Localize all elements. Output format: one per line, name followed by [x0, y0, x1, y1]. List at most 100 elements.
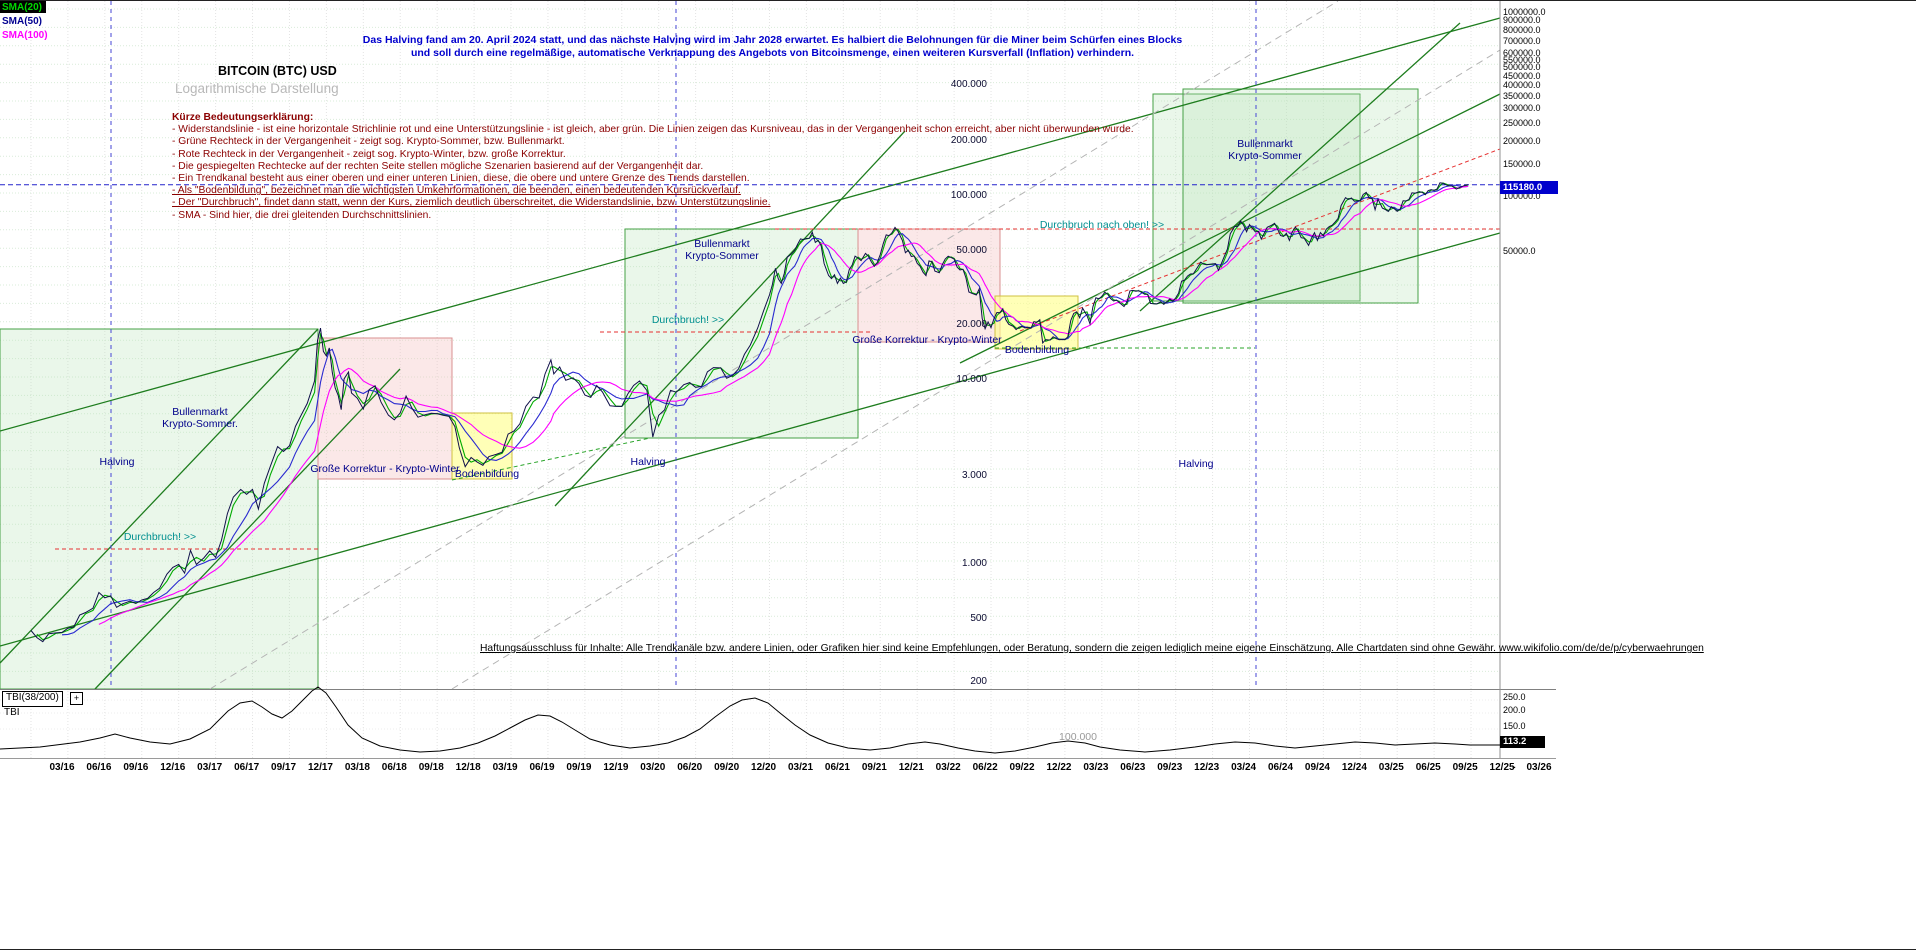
- green-zone-rect: [0, 328, 319, 690]
- price-axis-label: 400000.0: [1503, 80, 1541, 91]
- green-zone-rect: [1182, 88, 1419, 304]
- x-axis-label: 03/17: [197, 762, 223, 773]
- x-axis-label: 12/16: [160, 762, 186, 773]
- price-axis-label: 450000.0: [1503, 70, 1541, 81]
- explanation-line: - Ein Trendkanal besteht aus einer obere…: [172, 173, 750, 185]
- chart-annotation: Bullenmarkt Krypto-Sommer.: [162, 406, 238, 430]
- price-axis-label: 200000.0: [1503, 135, 1541, 146]
- price-axis-label: 100000.0: [1503, 191, 1541, 201]
- legend-sma50-label: SMA(50): [2, 16, 43, 27]
- mid-axis-label: 10.000: [956, 374, 987, 385]
- x-axis-label: 06/20: [677, 762, 703, 773]
- mid-axis-label: 200: [970, 676, 987, 687]
- x-axis-label: 06/23: [1120, 762, 1146, 773]
- chart-annotation: Große Korrektur - Krypto-Winter: [310, 463, 460, 475]
- legend-sma20-label: SMA(20): [2, 2, 43, 13]
- x-axis-label: 12/21: [898, 762, 924, 773]
- mid-axis-label: 100.000: [950, 190, 987, 201]
- x-axis-label: 06/21: [824, 762, 850, 773]
- gray-dashed-line: [209, 1, 1339, 690]
- tbi-expand-icon[interactable]: +: [70, 692, 83, 705]
- tbi-axis-label: 250.0: [1503, 692, 1526, 702]
- chart-title: BITCOIN (BTC) USD: [218, 64, 337, 78]
- chart-annotation: Bullenmarkt Krypto-Sommer: [1228, 138, 1302, 162]
- halving-note: Das Halving fand am 20. April 2024 statt…: [0, 34, 1545, 60]
- legend-sma100-label: SMA(100): [2, 30, 48, 41]
- explanation-line: - Widerstandslinie - ist eine horizontal…: [172, 124, 1134, 136]
- chart-annotation: Halving: [99, 456, 135, 468]
- x-axis-label: 09/21: [861, 762, 887, 773]
- x-axis-label: 03/23: [1083, 762, 1109, 773]
- sma-line: [98, 185, 1469, 625]
- price-line: [30, 182, 1469, 643]
- trend-green-line: [0, 328, 319, 664]
- mid-axis-label: 500: [970, 613, 987, 625]
- chart-annotation: Große Korrektur - Krypto-Winter: [852, 334, 1002, 346]
- tbi-current-value: 113.2: [1500, 736, 1545, 748]
- x-axis-label: 12/25: [1489, 762, 1515, 773]
- explanation-line: - Die gespiegelten Rechtecke auf der rec…: [172, 160, 704, 172]
- tbi-name-label: TBI: [4, 707, 20, 718]
- mid-axis-label: 1.000: [961, 558, 987, 569]
- x-axis-label: 03/22: [935, 762, 961, 773]
- mid-axis-label: 3.000: [961, 470, 987, 482]
- x-axis-label: 03/21: [787, 762, 814, 773]
- x-axis-label: 09/23: [1157, 762, 1183, 773]
- x-axis-label: 09/22: [1009, 762, 1035, 773]
- price-axis-label: 1000000.0: [1503, 7, 1546, 17]
- chart-annotation: 100.000: [1059, 731, 1097, 743]
- x-axis-label: 03/26: [1526, 762, 1552, 773]
- mid-axis-label: 50.000: [956, 245, 987, 257]
- chart-annotation: Halving: [1178, 458, 1214, 470]
- mid-axis-label: 400.000: [950, 79, 987, 91]
- tbi-axis-label: 200.0: [1503, 705, 1526, 715]
- x-axis-label: 09/16: [123, 762, 149, 773]
- x-axis-label: 06/19: [529, 762, 555, 773]
- chart-subtitle: Logarithmische Darstellung: [175, 81, 339, 96]
- x-axis-label: 03/19: [492, 762, 518, 773]
- x-axis-label: 06/18: [381, 762, 407, 773]
- x-axis-label: 09/17: [271, 762, 297, 773]
- price-axis-label: 250000.0: [1503, 117, 1541, 128]
- x-axis-label: 09/24: [1304, 762, 1330, 773]
- current-price-box: 115180.0: [1500, 181, 1558, 194]
- price-axis-label: 700000.0: [1503, 35, 1541, 46]
- chart-annotation: Durchbruch! >>: [123, 531, 197, 543]
- explanation-line: - Der "Durchbruch", findet dann statt, w…: [172, 197, 771, 209]
- x-axis-label: 03/16: [49, 762, 75, 773]
- explanation-line: - SMA - Sind hier, die drei gleitenden D…: [172, 209, 432, 221]
- gray-dashed-line: [451, 49, 1501, 690]
- x-axis-label: -: [1512, 762, 1516, 773]
- chart-annotation: Bullenmarkt Krypto-Sommer: [685, 238, 759, 262]
- x-axis-label: 06/17: [234, 762, 260, 773]
- x-axis-label: 12/19: [603, 762, 629, 773]
- sma-legend: SMA(20) SMA(50) SMA(100): [2, 1, 48, 43]
- x-axis-label: 06/24: [1268, 762, 1294, 773]
- x-axis-label: 12/18: [455, 762, 481, 773]
- trend-green-line: [1139, 22, 1461, 312]
- price-axis-label: 150000.0: [1503, 158, 1541, 169]
- x-axis-label: 12/23: [1194, 762, 1220, 773]
- price-axis-label: 300000.0: [1503, 103, 1541, 114]
- top-left-black-box: [0, 1, 46, 13]
- tbi-line: [0, 686, 1500, 754]
- x-axis-label: 09/18: [418, 762, 444, 773]
- x-axis-label: 12/17: [307, 762, 333, 773]
- x-axis-label: 12/24: [1341, 762, 1367, 773]
- x-axis-label: 12/22: [1046, 762, 1072, 773]
- x-axis-label: 03/18: [344, 762, 370, 773]
- x-axis-label: 06/22: [972, 762, 998, 773]
- x-axis-label: 09/20: [714, 762, 740, 773]
- mid-axis-label: 20.000: [956, 318, 987, 330]
- explanation-lines: - Widerstandslinie - ist eine horizontal…: [172, 124, 1134, 222]
- x-axis-label: 03/20: [640, 762, 666, 773]
- tbi-indicator-label: TBI(38/200): [2, 691, 63, 707]
- price-axis-label: 50000.0: [1503, 246, 1536, 257]
- halving-note-line1: Das Halving fand am 20. April 2024 statt…: [362, 34, 1183, 46]
- chart-annotation: Durchbruch nach oben! >>: [1039, 219, 1165, 231]
- price-axis-label: 800000.0: [1503, 24, 1541, 35]
- price-axis-label: 600000.0: [1503, 47, 1541, 58]
- x-axis-label: 06/25: [1415, 762, 1441, 773]
